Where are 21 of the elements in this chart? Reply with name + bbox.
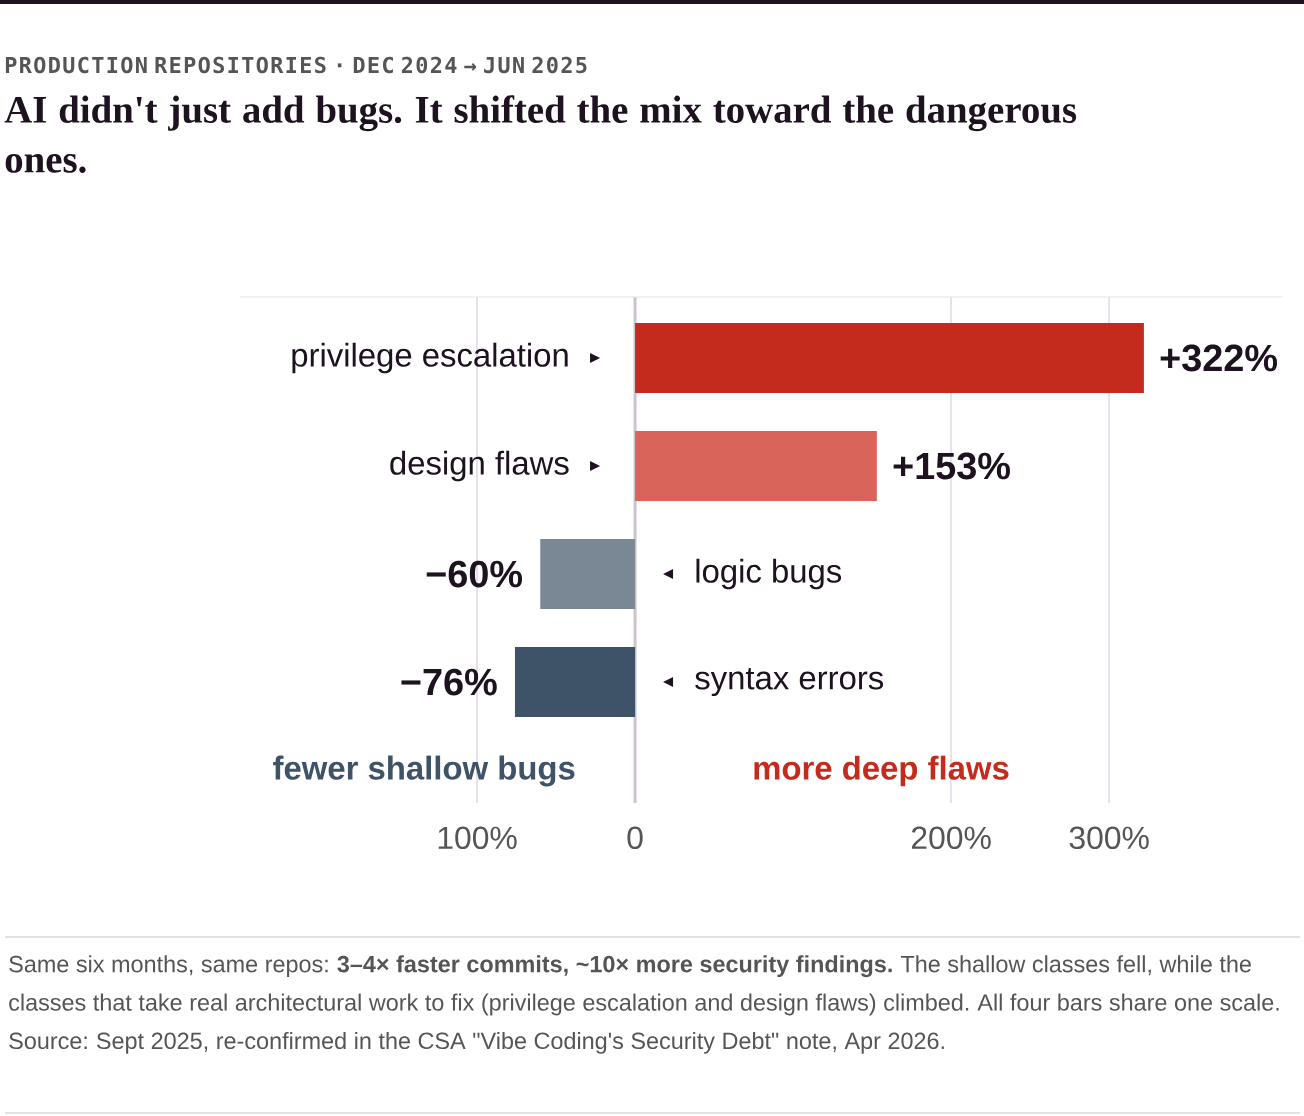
text: Same six months, same repos: 3–4× faster commits, ~10× more security findings. The shallow classes fell, while the classes that take real architectural work to fix (privilege escalation and design flaws) climbed. All four bars share one scale. Source: Sept 2025, re-confirmed in the CSA "Vibe Coding's Security Debt" note, Apr 2026. <box>9 955 1279 1054</box>
bar <box>514 647 636 718</box>
y-tick-label: logic bugs <box>696 558 842 590</box>
annotation: more deep flaws <box>754 755 1009 787</box>
y-tick-label: design flaws <box>390 450 569 482</box>
x-tick-label: 200% <box>911 826 991 850</box>
bar <box>635 431 877 502</box>
y-tick-label: privilege escalation <box>292 342 568 374</box>
data-label: −76% <box>401 668 497 696</box>
chart-title: AI didn't just add bugs. It shifted the mix toward the dangerous ones. <box>4 95 1077 173</box>
x-tick-label: 0 <box>627 826 643 850</box>
data-label: −60% <box>426 560 523 588</box>
data-label: +322% <box>1160 344 1278 372</box>
bar <box>540 539 636 610</box>
data-label: +153% <box>893 452 1010 480</box>
chart-subtitle: PRODUCTION REPOSITORIES · DEC 2024 → JUN 2025 <box>5 56 587 74</box>
bar <box>635 323 1144 394</box>
y-tick-label: syntax errors <box>695 668 884 697</box>
x-tick-label: 300% <box>1069 826 1149 850</box>
annotation: fewer shallow bugs <box>273 755 575 787</box>
x-tick-label: 100% <box>438 826 517 850</box>
